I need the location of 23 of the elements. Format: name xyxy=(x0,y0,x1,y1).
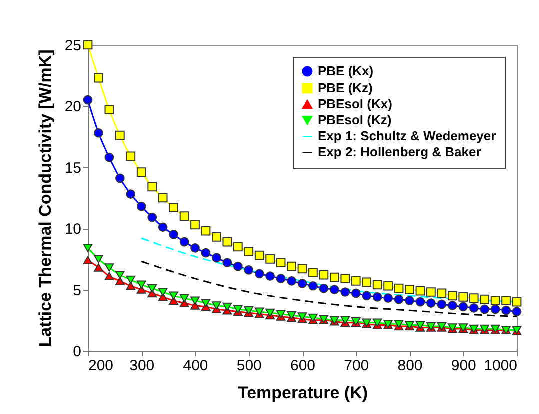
x-tick-label: 900 xyxy=(451,358,476,374)
x-tick-label: 700 xyxy=(344,358,370,374)
y-tick-label: 10 xyxy=(64,221,82,238)
legend-label: PBEsol (Kz) xyxy=(318,112,392,128)
x-axis-title: Temperature (K) xyxy=(238,384,368,402)
x-tick-label: 200 xyxy=(88,358,114,374)
y-axis-title: Lattice Thermal Conductivity [W/mK] xyxy=(36,50,55,348)
y-tick-label: 15 xyxy=(64,160,82,177)
y-tick-label: 0 xyxy=(73,344,82,360)
y-tick-label: 20 xyxy=(64,98,82,116)
legend-label: PBEsol (Kx) xyxy=(318,96,392,112)
x-tick-label: 600 xyxy=(290,358,316,374)
x-tick-label: 500 xyxy=(236,358,262,374)
legend-label: PBE (Kx) xyxy=(318,64,374,78)
x-tick-label: 400 xyxy=(183,358,208,374)
legend-label: Exp 2: Hollenberg & Baker xyxy=(318,144,482,160)
x-tick-label: 1000 xyxy=(484,358,518,374)
legend-label: PBE (Kz) xyxy=(318,80,373,96)
legend-label: Exp 1: Schultz & Wedemeyer xyxy=(318,128,496,144)
x-tick-label: 800 xyxy=(398,358,423,374)
y-tick-label: 25 xyxy=(64,38,82,54)
x-tick-label: 300 xyxy=(130,358,155,374)
y-tick-label: 5 xyxy=(73,282,82,300)
